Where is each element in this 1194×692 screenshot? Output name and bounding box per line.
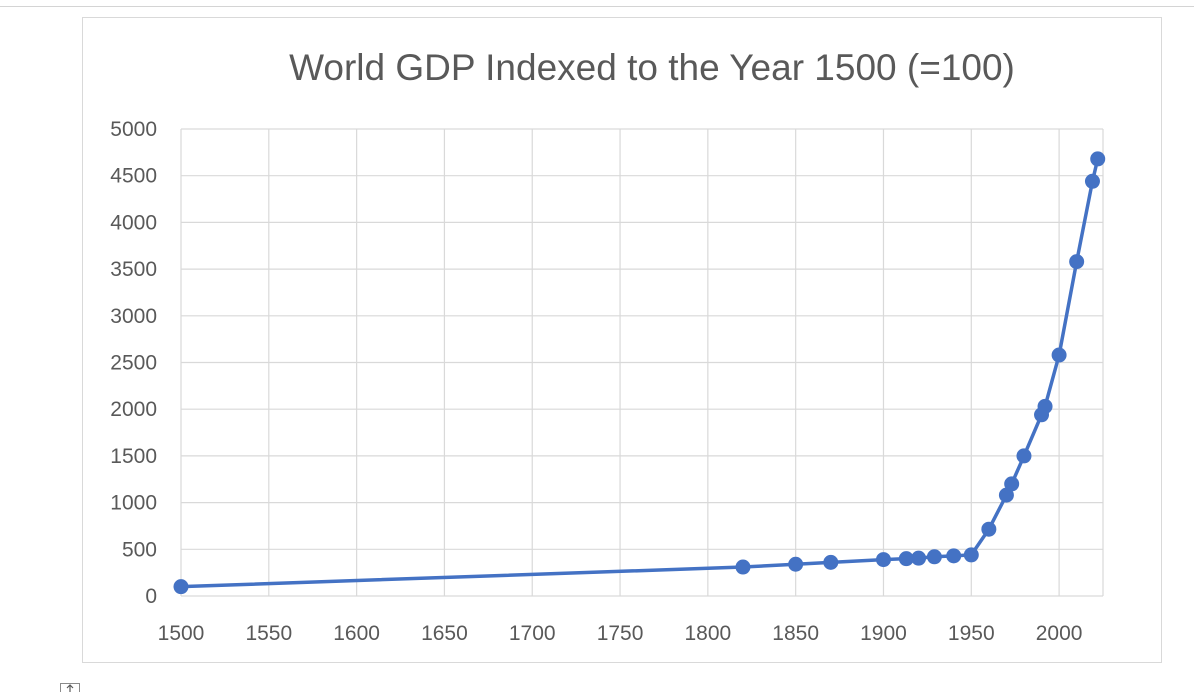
data-point[interactable] [963,547,979,563]
x-axis-tick-labels: 1500 1550 1600 1650 1700 1750 1800 1850 1900 1950… [158,622,1083,645]
series-line [180,158,1100,589]
y-axis-tick-labels: 0 500 1000 1500 2000 2500 3000 3500 4000 4500 5000 [110,118,157,608]
data-point[interactable] [1084,173,1100,189]
gridlines [180,128,1104,597]
x-tick-label: 1900 [860,622,907,645]
x-tick-label: 1650 [421,622,468,645]
chart-title: World GDP Indexed to the Year 1500 (=100… [289,47,1015,88]
y-tick-label: 5000 [110,118,157,141]
y-tick-label: 0 [145,585,157,608]
chart-area[interactable]: World GDP Indexed to the Year 1500 (=100… [82,17,1162,663]
data-point[interactable] [998,487,1014,503]
data-point[interactable] [735,559,751,575]
y-tick-label: 1500 [110,445,157,468]
data-point[interactable] [911,550,927,566]
x-tick-label: 1550 [245,622,292,645]
data-point[interactable] [946,548,962,564]
x-tick-label: 1800 [684,622,731,645]
top-divider [0,6,1194,7]
data-point[interactable] [788,556,804,572]
y-tick-label: 500 [122,538,157,561]
y-tick-label: 2500 [110,352,157,375]
y-tick-label: 4000 [110,211,157,234]
data-point[interactable] [823,554,839,570]
data-point[interactable] [898,551,914,567]
data-point[interactable] [173,579,189,595]
data-point[interactable] [981,521,997,537]
x-tick-label: 1850 [772,622,819,645]
x-tick-label: 1600 [333,622,380,645]
x-tick-label: 1700 [509,622,556,645]
chart-svg: World GDP Indexed to the Year 1500 (=100… [110,47,1106,645]
x-tick-label: 1950 [948,622,995,645]
data-point[interactable] [926,549,942,565]
data-point[interactable] [1051,347,1067,363]
anchor-icon[interactable] [60,683,80,692]
data-point[interactable] [1069,254,1085,270]
data-point[interactable] [1004,476,1020,492]
y-tick-label: 2000 [110,398,157,421]
x-tick-label: 1500 [158,622,205,645]
data-point[interactable] [875,552,891,568]
data-point[interactable] [1037,398,1053,414]
data-point[interactable] [1016,448,1032,464]
x-tick-label: 1750 [597,622,644,645]
y-tick-label: 4500 [110,165,157,188]
y-tick-label: 3500 [110,258,157,281]
series [173,151,1106,595]
x-tick-label: 2000 [1036,622,1083,645]
data-point[interactable] [1090,151,1106,167]
y-tick-label: 3000 [110,305,157,328]
y-tick-label: 1000 [110,492,157,515]
